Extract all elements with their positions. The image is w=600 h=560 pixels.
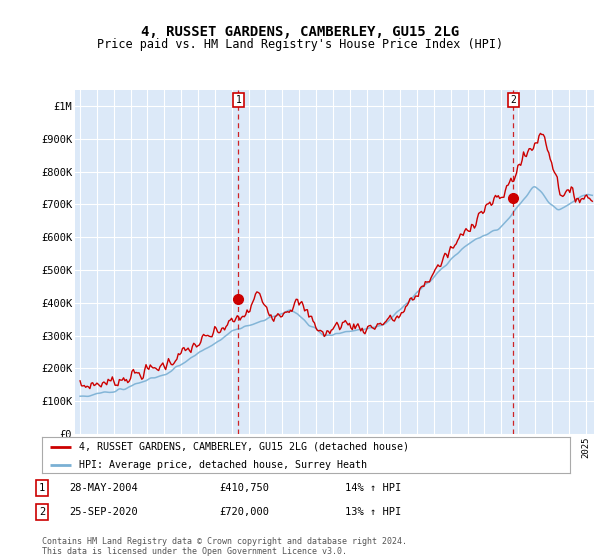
Text: 13% ↑ HPI: 13% ↑ HPI	[345, 507, 401, 517]
Text: 1: 1	[236, 95, 241, 105]
Text: 14% ↑ HPI: 14% ↑ HPI	[345, 483, 401, 493]
Text: £410,750: £410,750	[219, 483, 269, 493]
Text: 25-SEP-2020: 25-SEP-2020	[69, 507, 138, 517]
Text: This data is licensed under the Open Government Licence v3.0.: This data is licensed under the Open Gov…	[42, 548, 347, 557]
Text: £720,000: £720,000	[219, 507, 269, 517]
Text: 4, RUSSET GARDENS, CAMBERLEY, GU15 2LG: 4, RUSSET GARDENS, CAMBERLEY, GU15 2LG	[141, 25, 459, 39]
Text: Contains HM Land Registry data © Crown copyright and database right 2024.: Contains HM Land Registry data © Crown c…	[42, 538, 407, 547]
Text: Price paid vs. HM Land Registry's House Price Index (HPI): Price paid vs. HM Land Registry's House …	[97, 38, 503, 50]
Text: HPI: Average price, detached house, Surrey Heath: HPI: Average price, detached house, Surr…	[79, 460, 367, 470]
Text: 2: 2	[511, 95, 517, 105]
Text: 4, RUSSET GARDENS, CAMBERLEY, GU15 2LG (detached house): 4, RUSSET GARDENS, CAMBERLEY, GU15 2LG (…	[79, 442, 409, 452]
Text: 1: 1	[39, 483, 45, 493]
Text: 2: 2	[39, 507, 45, 517]
Text: 28-MAY-2004: 28-MAY-2004	[69, 483, 138, 493]
